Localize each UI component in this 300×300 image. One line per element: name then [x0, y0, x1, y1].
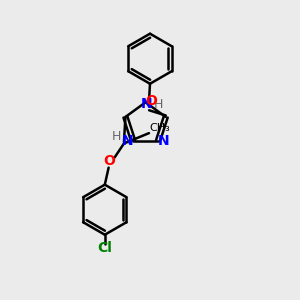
Text: O: O [103, 154, 115, 168]
Text: N: N [140, 98, 152, 111]
Text: O: O [145, 94, 157, 108]
Text: CH₃: CH₃ [150, 123, 170, 133]
Text: N: N [122, 134, 133, 148]
Text: N: N [158, 134, 170, 148]
Text: H: H [112, 130, 121, 143]
Text: Cl: Cl [98, 241, 112, 255]
Text: H: H [154, 98, 164, 111]
